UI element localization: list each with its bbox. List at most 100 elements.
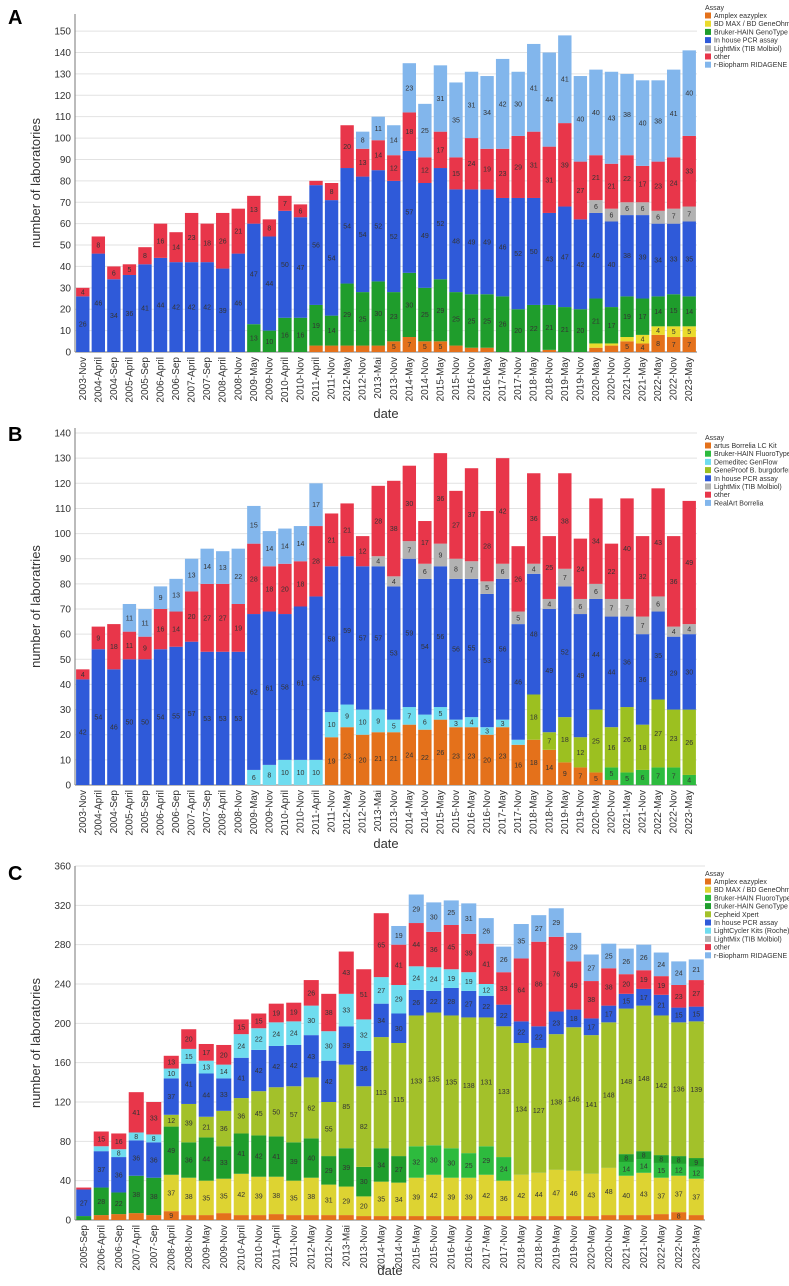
- data-label: 141: [585, 1102, 597, 1109]
- bar-segment: [496, 1157, 512, 1181]
- bar-segment: [163, 1078, 179, 1115]
- bar-segment: [268, 1087, 284, 1137]
- data-label: 20: [483, 757, 491, 764]
- data-label: 37: [167, 1094, 175, 1101]
- data-label: 20: [359, 757, 367, 764]
- data-label: 39: [290, 1159, 298, 1166]
- data-label: 57: [374, 635, 382, 642]
- bar-segment: [589, 772, 603, 785]
- bar-segment: [433, 341, 448, 352]
- x-tick-label: 2015-Nov: [451, 790, 462, 833]
- data-label: 29: [325, 1168, 333, 1175]
- x-tick-label: 2008-April: [166, 1225, 177, 1271]
- data-label: 8: [117, 1151, 121, 1158]
- data-label: 32: [360, 1033, 368, 1040]
- data-label: 4: [656, 328, 660, 335]
- data-label: 23: [405, 85, 413, 92]
- bar-segment: [443, 1216, 459, 1220]
- data-label: 29: [437, 308, 445, 315]
- data-label: 25: [545, 565, 553, 572]
- legend-swatch: [705, 45, 711, 52]
- y-tick-label: 80: [60, 1137, 72, 1148]
- bar-segment: [93, 1146, 109, 1152]
- legend-swatch: [705, 911, 711, 918]
- data-label: 50: [281, 262, 289, 269]
- data-label: 26: [622, 959, 630, 966]
- bar-segment: [138, 636, 152, 660]
- y-tick-label: 0: [65, 348, 71, 359]
- bar-segment: [653, 1015, 669, 1156]
- data-label: 113: [376, 1090, 387, 1097]
- bar-segment: [286, 1086, 302, 1143]
- data-label: 39: [447, 1194, 455, 1201]
- bar-segment: [426, 1216, 442, 1220]
- bar-segment: [688, 1166, 704, 1179]
- data-label: 44: [535, 1192, 543, 1199]
- bar-segment: [262, 611, 277, 765]
- bar-segment: [128, 1175, 144, 1214]
- data-label: 51: [360, 992, 368, 999]
- bar-segment: [391, 984, 407, 1014]
- data-label: 20: [188, 614, 196, 621]
- data-label: 38: [623, 253, 631, 260]
- bar-segment: [542, 749, 556, 785]
- bar-segment: [433, 279, 448, 342]
- bar-segment: [635, 80, 650, 166]
- data-label: 41: [132, 1110, 140, 1117]
- x-tick-label: 2021-May: [621, 1225, 632, 1269]
- data-label: 45: [447, 945, 455, 952]
- data-label: 18: [530, 715, 538, 722]
- bar-segment: [666, 69, 681, 158]
- data-label: 56: [452, 647, 460, 654]
- data-label: 27: [452, 522, 460, 529]
- x-tick-label: 2013-Mai: [373, 790, 384, 832]
- bar-segment: [324, 200, 339, 316]
- x-tick-label: 2009-Nov: [264, 357, 275, 400]
- bar-segment: [527, 694, 541, 740]
- bar-segment: [618, 974, 634, 994]
- bar-segment: [573, 614, 588, 738]
- bar-segment: [391, 1043, 407, 1157]
- data-label: 54: [94, 715, 102, 722]
- bar-segment: [356, 1086, 372, 1167]
- legend-entry: Bruker-HAIN GenoType: [714, 29, 788, 36]
- bar-segment: [262, 330, 277, 352]
- data-label: 34: [377, 1018, 385, 1025]
- data-label: 35: [452, 117, 460, 124]
- bar-segment: [464, 727, 479, 785]
- bar-segment: [671, 984, 687, 1008]
- y-axis-label: number of laboratories: [28, 977, 43, 1108]
- x-tick-label: 2011-April: [271, 1225, 282, 1270]
- data-label: 43: [545, 256, 553, 263]
- x-tick-label: 2013-Mai: [341, 1225, 352, 1267]
- bar-segment: [511, 744, 525, 785]
- data-label: 24: [290, 1031, 298, 1038]
- data-label: 30: [514, 101, 522, 108]
- data-label: 56: [499, 647, 507, 654]
- bar-segment: [321, 1102, 337, 1157]
- legend-entry: LightMix (TIB Molbiol): [714, 484, 782, 491]
- data-label: 3: [501, 721, 505, 728]
- data-label: 14: [328, 328, 336, 335]
- data-label: 54: [421, 644, 429, 651]
- x-tick-label: 2019-May: [560, 357, 571, 401]
- x-tick-label: 2010-Nov: [295, 790, 306, 833]
- data-label: 38: [307, 1194, 315, 1201]
- data-label: 85: [342, 1104, 350, 1111]
- y-tick-label: 110: [55, 112, 71, 123]
- data-label: 18: [265, 586, 273, 593]
- data-label: 38: [654, 118, 662, 125]
- bar-segment: [495, 58, 510, 149]
- bar-segment: [122, 264, 137, 275]
- data-label: 8: [267, 772, 271, 779]
- data-label: 28: [97, 1199, 105, 1206]
- data-label: 62: [307, 1105, 315, 1112]
- legend-entry: Bruker-HAIN FluoroType: [714, 895, 789, 902]
- bar-segment: [604, 598, 619, 617]
- bar-segment: [181, 1142, 197, 1178]
- data-label: 20: [514, 328, 522, 335]
- data-label: 86: [535, 982, 543, 989]
- legend-swatch: [705, 483, 711, 490]
- bar-segment: [478, 1146, 494, 1175]
